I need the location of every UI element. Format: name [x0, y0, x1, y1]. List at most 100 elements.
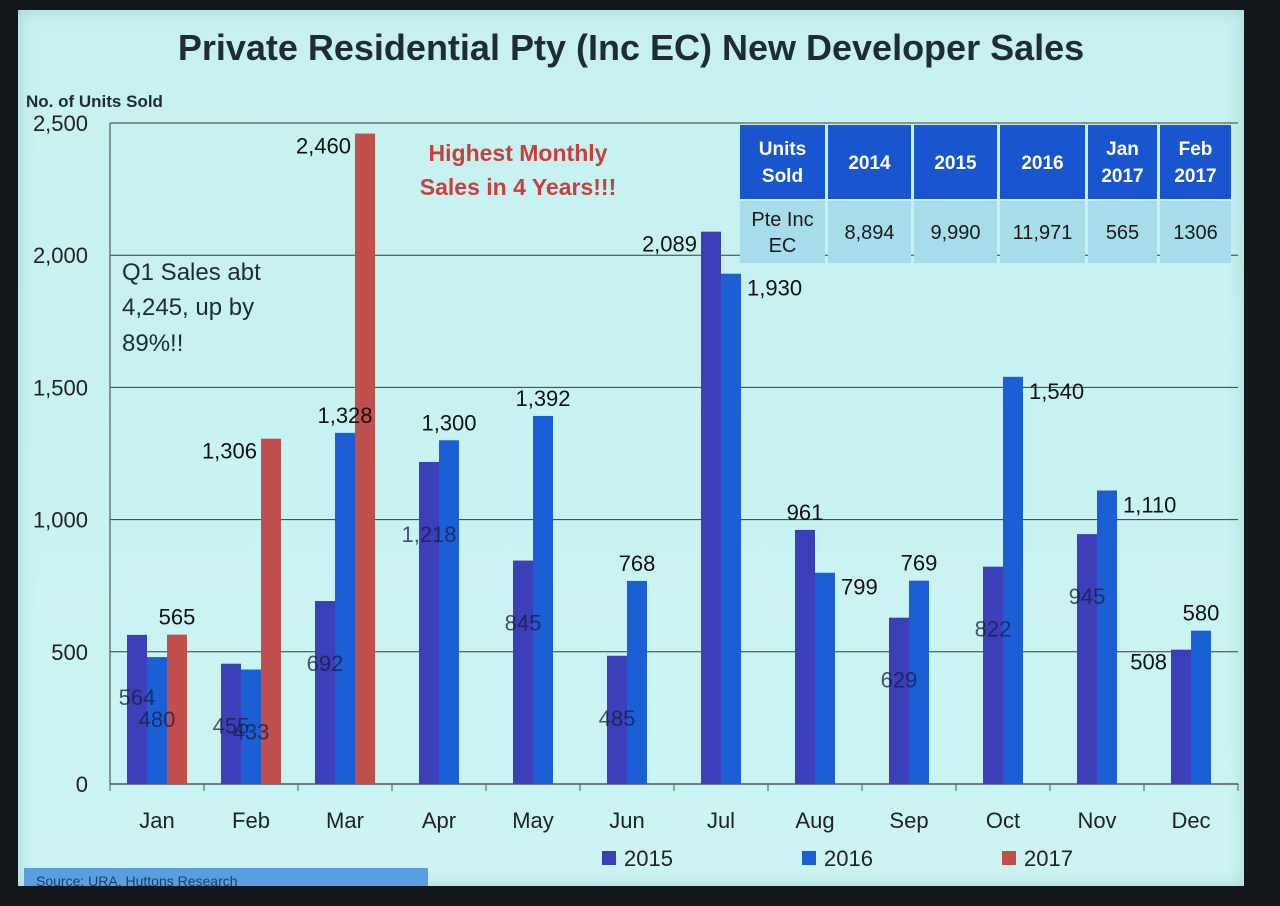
table-value: 9,990 — [930, 222, 980, 244]
data-label-2015-nov: 945 — [1069, 584, 1106, 609]
y-tick-label: 500 — [51, 640, 88, 665]
data-label-2016-oct: 1,540 — [1029, 379, 1084, 404]
legend-label-2017: 2017 — [1024, 846, 1073, 871]
data-label-2015-jul: 2,089 — [642, 232, 697, 257]
y-tick-label: 1,500 — [33, 375, 88, 400]
data-label-2016-jul: 1,930 — [747, 276, 802, 301]
table-header-text: Sold — [762, 166, 803, 187]
chart-title: Private Residential Pty (Inc EC) New Dev… — [178, 27, 1084, 68]
bar-2017-jan — [167, 634, 187, 784]
table-row-label: EC — [769, 235, 797, 257]
data-label-2016-aug: 799 — [841, 575, 878, 600]
table-header-text: Units — [759, 139, 807, 160]
q1-annotation-line3: 89%!! — [122, 330, 183, 357]
bar-2017-feb — [261, 438, 281, 784]
table-cell — [828, 201, 911, 263]
table-cell — [740, 201, 825, 263]
bar-2016-nov — [1097, 490, 1117, 784]
x-tick-label-feb: Feb — [232, 808, 270, 833]
x-tick-label-jul: Jul — [707, 808, 735, 833]
data-label-2017-jan: 565 — [159, 605, 196, 630]
bar-2016-jul — [721, 273, 741, 784]
table-cell — [1088, 201, 1157, 263]
data-label-2017-feb: 1,306 — [202, 439, 257, 464]
data-label-2016-jun: 768 — [619, 551, 656, 576]
data-label-2016-feb: 433 — [233, 720, 270, 745]
data-label-2015-feb: 455 — [213, 714, 250, 739]
data-label-2016-sep: 769 — [901, 551, 938, 576]
table-header-cell — [1160, 125, 1231, 199]
q1-annotation-line1: Q1 Sales abt — [122, 259, 261, 286]
bar-2016-oct — [1003, 376, 1023, 784]
y-axis-label: No. of Units Sold — [26, 92, 163, 111]
bar-2016-mar — [335, 432, 355, 784]
data-label-2015-dec: 508 — [1130, 650, 1167, 675]
bar-2015-dec — [1171, 649, 1191, 784]
highest-sales-annotation-line1: Highest Monthly — [429, 140, 608, 166]
table-value: 1306 — [1173, 222, 1218, 244]
table-header-text: Jan — [1106, 139, 1139, 160]
x-tick-label-apr: Apr — [422, 808, 456, 833]
data-label-2015-may: 845 — [505, 611, 542, 636]
bar-2015-sep — [889, 617, 909, 784]
slide: Private Residential Pty (Inc EC) New Dev… — [18, 10, 1244, 886]
table-header-cell — [740, 125, 825, 199]
bar-2015-nov — [1077, 534, 1097, 784]
table-header-text: 2015 — [934, 153, 977, 174]
table-row-label: Pte Inc — [751, 209, 813, 231]
bar-2016-sep — [909, 580, 929, 784]
table-header-text: 2017 — [1174, 166, 1216, 187]
y-tick-label: 1,000 — [33, 508, 88, 533]
table-cell — [1160, 201, 1231, 263]
x-tick-label-mar: Mar — [326, 808, 364, 833]
highest-sales-annotation-line2: Sales in 4 Years!!! — [420, 174, 616, 200]
table-value: 8,894 — [844, 222, 894, 244]
bar-2015-may — [513, 560, 533, 784]
legend-swatch-2017 — [1002, 851, 1016, 865]
bar-2015-oct — [983, 566, 1003, 784]
bar-2015-mar — [315, 601, 335, 784]
y-tick-label: 2,500 — [33, 111, 88, 136]
table-cell — [914, 201, 997, 263]
table-header-cell — [828, 125, 911, 199]
bar-2015-jul — [701, 231, 721, 784]
data-label-2015-jun: 485 — [599, 706, 636, 731]
bars — [127, 133, 1211, 784]
bar-2015-jan — [127, 634, 147, 784]
legend-swatch-2015 — [602, 851, 616, 865]
table-header-cell — [914, 125, 997, 199]
bar-chart: Private Residential Pty (Inc EC) New Dev… — [26, 27, 1239, 871]
data-label-2016-apr: 1,300 — [421, 410, 476, 435]
bar-2015-apr — [419, 461, 439, 784]
source-footer: Source: URA, Huttons Research — [24, 868, 428, 886]
table-value: 11,971 — [1013, 222, 1073, 244]
y-tick-label: 2,000 — [33, 243, 88, 268]
bar-2016-jan — [147, 657, 167, 784]
bar-2015-aug — [795, 529, 815, 784]
bar-2015-jun — [607, 655, 627, 784]
table-cell — [1000, 201, 1085, 263]
legend: 2015 2016 2017 — [602, 846, 1073, 871]
table-header-cell — [1088, 125, 1157, 199]
legend-swatch-2016 — [802, 851, 816, 865]
data-label-2015-mar: 692 — [307, 651, 344, 676]
gridlines — [109, 122, 1239, 791]
bar-2016-may — [533, 415, 553, 784]
table-header-text: 2014 — [848, 153, 891, 174]
x-tick-label-nov: Nov — [1077, 808, 1116, 833]
y-tick-labels: 0 500 1,000 1,500 2,000 2,500 — [33, 111, 88, 797]
table-header-text: 2016 — [1021, 153, 1063, 174]
data-label-2016-nov: 1,110 — [1123, 493, 1176, 518]
x-tick-label-may: May — [512, 808, 554, 833]
x-tick-label-oct: Oct — [986, 808, 1020, 833]
legend-label-2016: 2016 — [824, 846, 873, 871]
data-label-2017-mar: 2,460 — [296, 134, 351, 159]
x-tick-label-sep: Sep — [889, 808, 928, 833]
x-tick-label-aug: Aug — [795, 808, 834, 833]
table-header-text: Feb — [1179, 139, 1213, 160]
y-tick-label: 0 — [76, 772, 88, 797]
x-tick-label-dec: Dec — [1171, 808, 1210, 833]
bar-2016-dec — [1191, 630, 1211, 784]
x-tick-labels: Jan Feb Mar Apr May Jun Jul Aug Sep Oct Nov Dec — [139, 808, 1210, 833]
